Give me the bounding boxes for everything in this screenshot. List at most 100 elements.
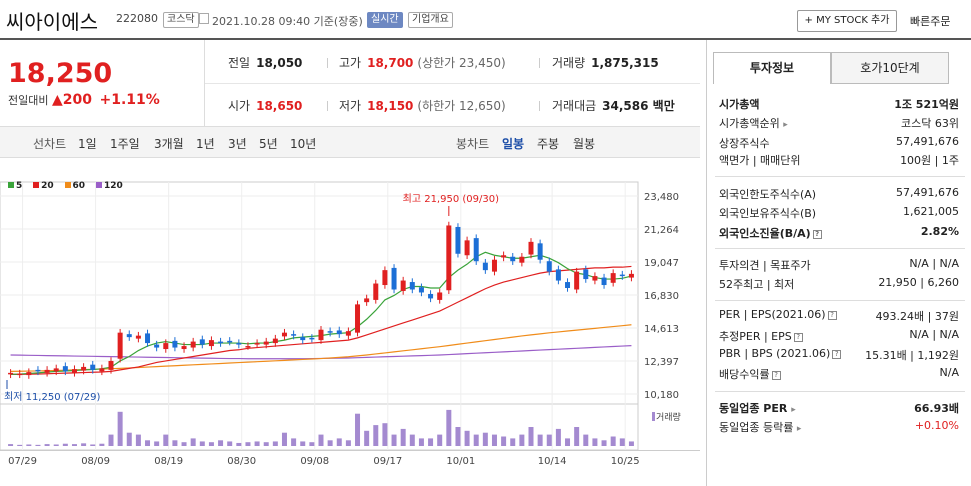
candle (245, 346, 251, 348)
candle (619, 274, 625, 277)
x-tick-label: 08/30 (227, 456, 256, 467)
volume-bar (135, 434, 141, 446)
price-box: 18,250 전일대비 ▲200 +1.11% (0, 40, 205, 126)
volume-bar (81, 443, 87, 446)
realtime-button[interactable]: 실시간 (367, 12, 403, 28)
volume-bar (327, 440, 333, 446)
pbr-row[interactable]: PBR | BPS (2021.06)? 15.31배 | 1,192원 (719, 347, 959, 362)
volume-bar (62, 443, 68, 446)
ma-legend: 5 20 60 120 (8, 181, 131, 191)
foreign-ratio-row[interactable]: 외국인소진율(B/A)? 2.82% (719, 225, 959, 240)
volume-bar (592, 438, 598, 446)
quote-prev: 전일 18,050 (228, 54, 302, 71)
candle (272, 338, 278, 344)
volume-bar (172, 440, 178, 446)
axis-line (0, 450, 700, 451)
volume-bar (519, 434, 525, 446)
help-icon: ? (832, 349, 842, 359)
candle (428, 293, 434, 299)
ma-line-ma60 (10, 324, 632, 372)
sector-per-row[interactable]: 동일업종 PER ▸ 66.93배 (719, 402, 959, 415)
volume-bar (208, 442, 214, 446)
low-note: 최저 11,250 (07/29) (4, 391, 100, 403)
divider (715, 300, 965, 301)
volume-bar (446, 409, 452, 446)
tab-invest-info[interactable]: 투자정보 (713, 52, 831, 84)
period-weekly[interactable]: 주봉 (537, 137, 560, 151)
upper-limit: (상한가 23,450) (417, 56, 506, 70)
market-badge: 코스닥 (163, 12, 199, 28)
volume-bar (546, 434, 552, 446)
chevron-right-icon: ▸ (796, 424, 802, 434)
volume-bar (309, 442, 315, 446)
company-overview-button[interactable]: 기업개요 (408, 12, 453, 28)
x-tick-label: 08/19 (154, 456, 183, 467)
candle (300, 337, 306, 341)
help-icon: ? (812, 229, 822, 239)
chevron-right-icon: ▸ (783, 120, 788, 130)
per-row[interactable]: PER | EPS(2021.06)? 493.24배 | 37원 (719, 308, 959, 323)
period-1d[interactable]: 1일 (78, 137, 97, 151)
volume-bar (8, 444, 14, 446)
volume-bar (126, 432, 132, 446)
period-10y[interactable]: 10년 (290, 137, 317, 151)
volume-bar (145, 440, 151, 446)
period-1y[interactable]: 1년 (196, 137, 215, 151)
stock-header: 씨아이에스 222080 코스닥 2021.10.28 09:40 기준(장중)… (0, 0, 971, 40)
candle (501, 255, 507, 258)
candle (409, 282, 415, 290)
volume-bar (418, 438, 424, 446)
candle (236, 343, 242, 345)
period-3y[interactable]: 3년 (228, 137, 247, 151)
candle (44, 369, 50, 373)
volume-bar (565, 438, 571, 446)
price-chart[interactable]: 23,480 21,264 19,047 16,830 14,613 12,397 10,1… (0, 158, 700, 486)
period-daily[interactable]: 일봉 (502, 137, 525, 151)
investment-panel: 투자정보 호가10단계 시가총액 1조 521억원 시가총액순위 ▸ 코스닥 63위… (706, 40, 971, 486)
volume-bar (473, 434, 479, 446)
dividend-row[interactable]: 배당수익률? N/A (719, 366, 959, 381)
volume-label: 거래량 (656, 411, 681, 423)
quick-order-link[interactable]: 빠른주문 (910, 15, 951, 28)
est-per-row[interactable]: 추정PER | EPS? N/A | N/A (719, 328, 959, 343)
rank-row[interactable]: 시가총액순위 ▸ 코스닥 63위 (719, 117, 959, 130)
open-value: 18,650 (256, 99, 303, 113)
add-mystock-button[interactable]: + MY STOCK 추가 (797, 10, 897, 32)
candle (345, 331, 351, 336)
y-tick-label: 10,180 (644, 390, 679, 401)
candle (528, 241, 534, 255)
candle (555, 269, 561, 281)
y-tick-label: 12,397 (644, 357, 679, 368)
high-label: 고가 (339, 56, 362, 70)
tab-hoga[interactable]: 호가10단계 (831, 52, 949, 84)
period-5y[interactable]: 5년 (259, 137, 278, 151)
period-1w[interactable]: 1주일 (110, 137, 140, 151)
high-value: 18,700 (367, 56, 414, 70)
volume-bar (300, 441, 306, 446)
x-tick-label: 10/01 (446, 456, 475, 467)
volume-bar (491, 434, 497, 446)
period-bar: 선차트 1일 1주일 3개월 1년 3년 5년 10년 봉차트 일봉 주봉 월봉 (0, 126, 700, 158)
candle (281, 332, 287, 337)
candle (437, 292, 443, 300)
help-icon: ? (793, 332, 803, 342)
candle (628, 273, 634, 278)
sector-change-row[interactable]: 동일업종 등락률 ▸ +0.10% (719, 419, 959, 434)
candle (446, 225, 452, 291)
divider (205, 83, 700, 84)
volume-bar (336, 438, 342, 446)
candle (574, 271, 580, 290)
volume-bar (236, 442, 242, 446)
volume-bar (601, 440, 607, 446)
volume-bar (318, 434, 324, 446)
amount-value: 34,586 백만 (602, 99, 675, 113)
candle (336, 330, 342, 335)
candle (53, 368, 59, 372)
period-monthly[interactable]: 월봉 (573, 137, 596, 151)
period-3m[interactable]: 3개월 (154, 137, 184, 151)
volume-bar (227, 441, 233, 446)
candle (8, 372, 14, 375)
candle (519, 256, 525, 263)
candle (126, 334, 132, 338)
volume-bar (44, 444, 50, 446)
